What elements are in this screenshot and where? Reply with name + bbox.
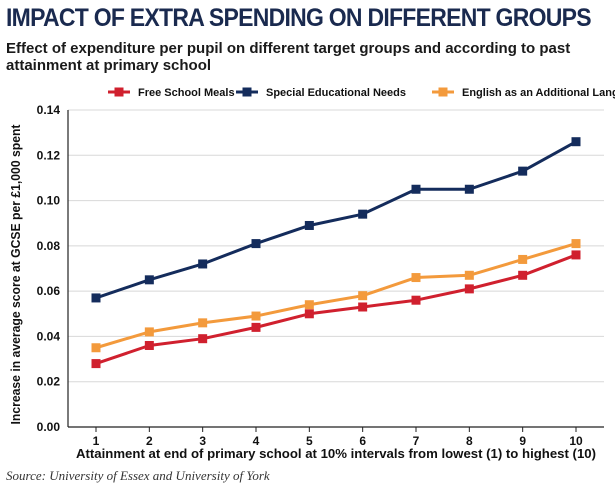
data-point-english-as-an-additional-language [198,318,208,328]
series-line-english-as-an-additional-language [95,242,577,350]
data-point-special-educational-needs [198,259,208,269]
data-point-free-school-meals [518,270,528,280]
y-tick-label: 0.00 [37,420,61,434]
data-point-special-educational-needs [358,209,368,219]
legend-marker-special-educational-needs [242,87,252,97]
data-point-special-educational-needs [304,220,314,230]
legend-marker-english-as-an-additional-language [438,87,448,97]
data-point-english-as-an-additional-language [358,291,368,301]
data-point-english-as-an-additional-language [91,343,101,353]
data-point-english-as-an-additional-language [304,300,314,310]
data-point-special-educational-needs [91,293,101,303]
legend-label-english-as-an-additional-language: English as an Additional Language [462,87,615,99]
data-point-special-educational-needs [518,166,528,176]
x-tick-label: 3 [199,434,206,448]
y-tick-label: 0.12 [37,148,61,162]
data-point-free-school-meals [411,295,421,305]
data-point-free-school-meals [358,302,368,312]
data-point-english-as-an-additional-language [251,311,261,321]
y-tick-label: 0.04 [37,329,61,343]
data-point-free-school-meals [571,250,581,260]
data-point-special-educational-needs [411,184,421,194]
data-point-english-as-an-additional-language [464,270,474,280]
data-point-free-school-meals [304,309,314,319]
data-point-special-educational-needs [571,137,581,147]
series-line-special-educational-needs [95,140,577,300]
source-note: Source: University of Essex and Universi… [6,468,270,483]
data-point-free-school-meals [91,359,101,369]
y-tick-label: 0.10 [37,194,61,208]
legend-marker-free-school-meals [114,87,124,97]
data-point-english-as-an-additional-language [571,239,581,249]
data-point-special-educational-needs [464,184,474,194]
x-tick-label: 9 [519,434,526,448]
x-tick-label: 1 [93,434,100,448]
chart-title: IMPACT OF EXTRA SPENDING ON DIFFERENT GR… [6,4,592,32]
y-tick-label: 0.14 [37,103,61,117]
legend-label-free-school-meals: Free School Meals [138,87,235,99]
data-point-free-school-meals [198,334,208,344]
x-tick-label: 10 [569,434,583,448]
x-tick-label: 8 [466,434,473,448]
data-point-free-school-meals [251,322,261,332]
x-tick-label: 6 [359,434,366,448]
data-point-special-educational-needs [144,275,154,285]
data-point-english-as-an-additional-language [518,254,528,264]
data-point-special-educational-needs [251,239,261,249]
y-tick-label: 0.08 [37,239,61,253]
x-tick-label: 4 [253,434,260,448]
y-axis-title: Increase in average score at GCSE per £1… [9,124,23,425]
y-tick-label: 0.02 [37,375,61,389]
y-tick-label: 0.06 [37,284,61,298]
data-point-english-as-an-additional-language [144,327,154,337]
chart-subtitle: Effect of expenditure per pupil on diffe… [6,40,571,74]
data-point-free-school-meals [464,284,474,294]
legend-label-special-educational-needs: Special Educational Needs [266,87,406,99]
data-point-free-school-meals [144,340,154,350]
data-point-english-as-an-additional-language [411,273,421,283]
x-tick-label: 2 [146,434,153,448]
x-tick-label: 5 [306,434,313,448]
x-tick-label: 7 [413,434,420,448]
x-axis-title: Attainment at end of primary school at 1… [76,447,596,461]
series-line-free-school-meals [95,253,577,366]
